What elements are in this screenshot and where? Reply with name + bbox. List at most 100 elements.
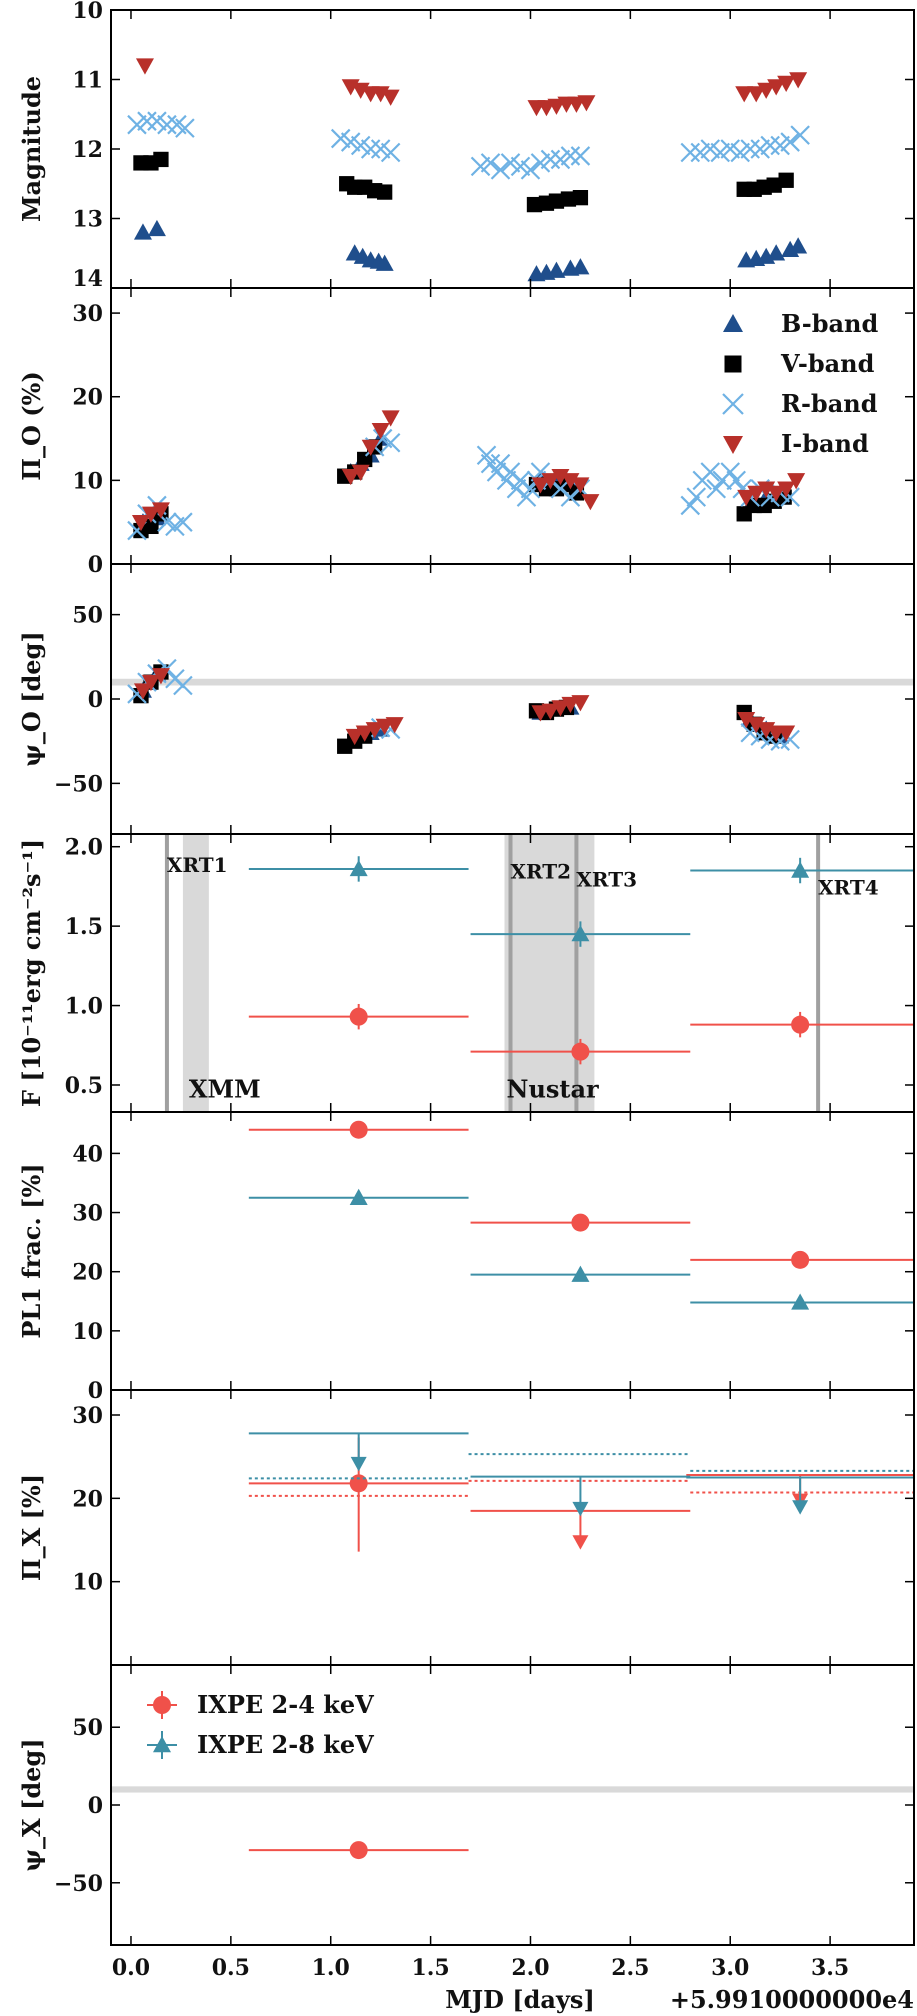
data-point	[377, 184, 393, 200]
data-point	[137, 111, 157, 131]
x-axis-offset-label: +5.9910000000e4	[670, 1985, 914, 2014]
legend-marker	[723, 436, 743, 454]
series-i-band	[133, 668, 796, 746]
series-b-band	[133, 664, 790, 749]
y-tick-label: 14	[72, 266, 103, 292]
series-v-band	[133, 151, 794, 213]
data-point	[700, 462, 721, 482]
data-point	[375, 254, 394, 271]
data-point	[157, 114, 177, 135]
data-point	[767, 485, 786, 502]
legend-marker	[724, 355, 742, 373]
data-point	[747, 717, 766, 734]
series-r-band	[127, 111, 810, 180]
legend-marker	[153, 1736, 171, 1753]
data-point	[480, 153, 501, 173]
series-ixpe-2-4-kev	[248, 1841, 469, 1860]
data-point	[531, 477, 550, 494]
series-ixpe-2-8-kev	[248, 856, 914, 947]
y-axis-label: ψ_X [deg]	[17, 1738, 46, 1871]
data-point	[706, 478, 727, 499]
y-tick-label: 10	[72, 0, 103, 24]
data-point	[135, 58, 154, 75]
data-point	[560, 487, 581, 507]
y-tick-label: 10	[72, 1570, 103, 1596]
y-tick-label: 13	[72, 207, 103, 233]
y-tick-label: 0	[88, 1378, 103, 1404]
data-point	[548, 193, 565, 209]
plot-area	[127, 58, 810, 282]
y-tick-label: 1.0	[65, 994, 103, 1020]
data-point	[760, 135, 780, 156]
y-tick-label: 0.5	[65, 1073, 103, 1099]
y-tick-label: 50	[72, 603, 103, 629]
legend-label: IXPE 2-8 keV	[197, 1730, 374, 1759]
y-tick-label: 30	[72, 1201, 103, 1227]
plot-area	[248, 1432, 914, 1552]
y-axis-label: Π_O (%)	[17, 371, 46, 480]
legend-marker	[722, 393, 744, 415]
data-point	[349, 1841, 368, 1860]
plot-area	[111, 658, 914, 754]
y-tick-label: 0	[88, 552, 103, 578]
data-point	[345, 728, 364, 746]
x-tick-label: 2.0	[511, 1955, 549, 1981]
data-point	[381, 89, 400, 106]
y-tick-label: 20	[72, 1260, 103, 1286]
annotation-label: XRT1	[167, 853, 228, 877]
data-point	[351, 464, 370, 481]
data-point	[141, 674, 160, 692]
data-point	[740, 139, 760, 159]
series-b-band	[133, 429, 790, 530]
data-point	[355, 725, 374, 742]
data-point	[173, 512, 193, 532]
y-tick-label: −50	[54, 1871, 103, 1897]
panel-x-ray-flux: XRT1 XRT2 XRT3 XRT4 XMM Nustar 0.5 1.0 1.5 2.0 F […	[17, 833, 915, 1113]
panel-optical-polarization-angle: −50 0 50 ψ_O [deg]	[17, 563, 915, 835]
data-point	[550, 478, 571, 499]
legend-label: B-band	[781, 309, 878, 338]
data-point	[777, 75, 796, 92]
y-tick-label: 20	[72, 385, 103, 411]
data-point	[490, 160, 511, 180]
panel-x-ray-polarization-angle: −50 0 50 ψ_X [deg] IXPE 2-4 keV IXPE 2-8 keV	[17, 1664, 915, 1946]
data-point	[349, 1188, 368, 1205]
y-tick-label: 30	[72, 1403, 103, 1429]
data-point	[737, 489, 756, 507]
series-i-band	[135, 58, 808, 117]
annotation-label: XMM	[189, 1075, 261, 1104]
series-r-band	[127, 658, 800, 751]
x-tick-label: 3.0	[711, 1955, 749, 1981]
series-v-band	[133, 664, 782, 754]
data-point	[133, 683, 152, 700]
legend-marker	[723, 314, 743, 332]
series-i-band	[131, 410, 806, 532]
data-point	[767, 244, 786, 261]
data-point	[791, 1293, 810, 1310]
data-point	[349, 1007, 368, 1026]
x-tick-label: 3.5	[811, 1955, 849, 1981]
data-point	[147, 219, 166, 237]
data-point	[726, 470, 746, 491]
data-point	[361, 439, 380, 456]
data-point	[680, 495, 701, 516]
data-point	[680, 142, 701, 163]
y-axis-label: Π_X [%]	[17, 1474, 46, 1581]
x-tick-label: 1.0	[312, 1955, 350, 1981]
y-axis-label: F [10⁻¹¹erg cm⁻²s⁻¹]	[17, 839, 46, 1107]
upper-limit-arrow	[572, 1501, 589, 1517]
data-point	[380, 142, 401, 163]
reference-band	[111, 678, 914, 686]
data-point	[349, 1120, 368, 1139]
y-tick-label: 10	[72, 468, 103, 494]
data-point	[791, 1015, 810, 1034]
y-tick-label: 50	[72, 1715, 103, 1741]
series-b-band	[133, 219, 808, 282]
x-tick-label: 0.0	[112, 1955, 150, 1981]
upper-limit-arrow	[792, 1500, 809, 1515]
data-point	[757, 82, 776, 99]
annotation-label: XRT4	[818, 875, 879, 899]
data-point	[151, 502, 170, 519]
data-point	[526, 196, 543, 213]
